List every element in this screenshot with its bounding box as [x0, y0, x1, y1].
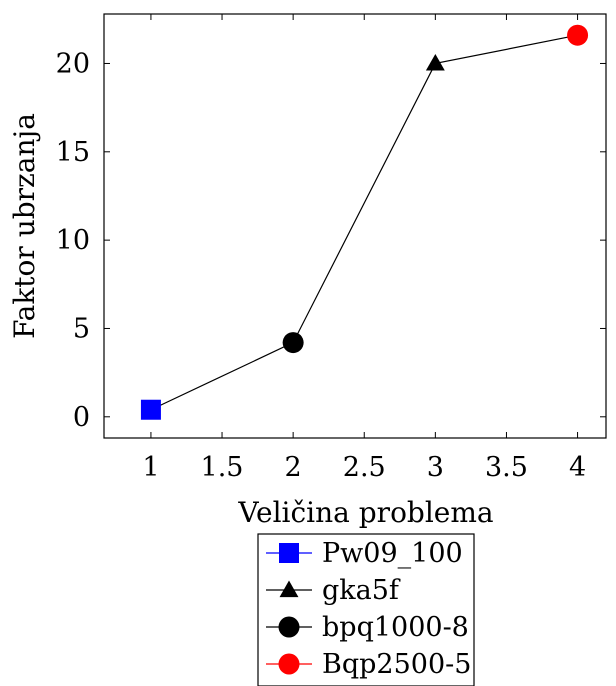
x-tick-label: 1.5: [201, 452, 244, 483]
legend-marker: [278, 616, 300, 638]
plot-frame: [103, 13, 607, 439]
legend-label: Pw09_100: [322, 538, 463, 569]
legend-marker: [278, 653, 300, 675]
marker-gka5f: [425, 54, 445, 71]
marker-bpq1000-8: [282, 332, 304, 354]
y-axis-label: Faktor ubrzanja: [8, 113, 41, 339]
y-tick-label: 10: [56, 225, 90, 256]
x-axis-label: Veličina problema: [237, 496, 493, 529]
marker-bqp2500-5: [567, 24, 589, 46]
ticks: 1 1.5 2 2.5 3 3.5 4 0 5 10 15 20: [56, 14, 606, 483]
legend-label: bpq1000-8: [322, 612, 469, 643]
y-tick-label: 15: [56, 137, 90, 168]
y-tick-label: 5: [73, 313, 90, 344]
series-line-group: [150, 34, 578, 411]
y-tick-label: 20: [56, 48, 90, 79]
x-tick-label: 2.5: [343, 452, 386, 483]
x-tick-label: 3.5: [485, 452, 528, 483]
y-tick-label: 0: [73, 402, 90, 433]
x-tick-label: 3: [427, 452, 444, 483]
legend-label: gka5f: [322, 575, 401, 606]
x-tick-label: 2: [285, 452, 302, 483]
legend-marker: [279, 543, 299, 563]
series-line: [150, 34, 578, 411]
legend: Pw09_100 gka5f bpq1000-8 Bqp2500-5: [257, 533, 475, 686]
legend-marker: [279, 580, 299, 598]
marker-pw09-100: [140, 399, 161, 420]
legend-label: Bqp2500-5: [322, 649, 471, 680]
x-tick-label: 1: [142, 452, 159, 483]
x-tick-label: 4: [569, 452, 586, 483]
markers: [140, 24, 589, 420]
